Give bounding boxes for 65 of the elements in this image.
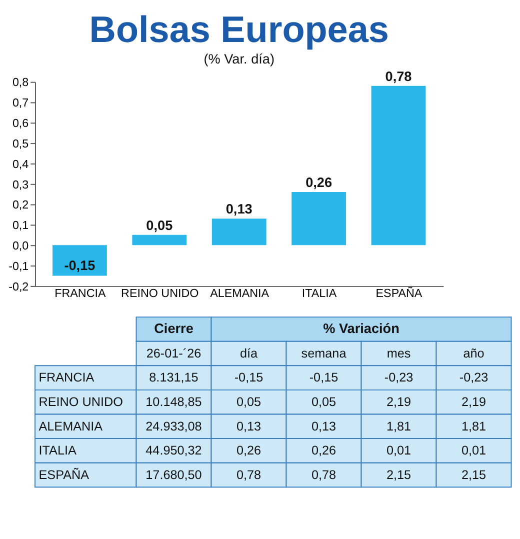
y-tick-label: 0,5 xyxy=(12,137,29,150)
y-tick-label: 0,0 xyxy=(12,240,30,252)
category-label: mes xyxy=(386,346,411,360)
text: 0,01 xyxy=(386,444,412,458)
text: 10.148,85 xyxy=(146,394,202,409)
text: 0,26 xyxy=(311,444,336,458)
text: 0,05 xyxy=(146,218,173,234)
text: 1,81 xyxy=(386,419,412,434)
text: 0,13 xyxy=(226,202,252,217)
bar xyxy=(371,86,426,246)
text: 2,19 xyxy=(386,394,412,409)
category-label: ESPAÑA xyxy=(38,468,90,482)
text: 2,15 xyxy=(386,468,412,482)
y-tick-label: 0,2 xyxy=(12,198,29,212)
bar xyxy=(292,192,346,246)
y-tick-label: -0,1 xyxy=(8,260,29,273)
category-label: REINO UNIDO xyxy=(38,394,123,409)
category-label: ALEMANIA xyxy=(38,419,103,434)
category-label: semana xyxy=(301,346,348,360)
x-tick-label: REINO UNIDO xyxy=(121,287,199,300)
text: -0,23 xyxy=(384,370,414,385)
y-tick-label: 0,6 xyxy=(12,117,29,130)
y-tick-label: 0,3 xyxy=(12,178,29,192)
text: % Variación xyxy=(323,321,400,336)
y-tick-label: 0,8 xyxy=(12,76,29,90)
category-label: 26-01-´26 xyxy=(146,346,202,360)
text: 0,05 xyxy=(311,394,336,409)
text: 0,26 xyxy=(236,444,262,458)
text: 0,13 xyxy=(311,419,336,434)
text: 0,78 xyxy=(385,69,412,84)
text: Cierre xyxy=(154,321,194,336)
text: 44.950,32 xyxy=(146,444,202,458)
text: 0,26 xyxy=(306,175,332,190)
x-tick-label: ITALIA xyxy=(302,287,337,300)
bar xyxy=(212,218,266,246)
category-label: año xyxy=(463,346,484,360)
chart-title: Bolsas Europeas xyxy=(89,9,389,50)
y-tick-label: 0,4 xyxy=(12,158,30,171)
text: -0,15 xyxy=(64,258,96,273)
category-label: FRANCIA xyxy=(38,370,94,385)
text: 24.933,08 xyxy=(146,419,202,434)
text: 0,01 xyxy=(461,444,486,458)
category-label: día xyxy=(240,346,258,360)
text: 2,19 xyxy=(461,394,486,409)
chart-subtitle: (% Var. día) xyxy=(204,52,274,67)
text: 0,05 xyxy=(236,394,262,409)
y-tick-label: 0,7 xyxy=(12,96,29,110)
y-tick-label: -0,2 xyxy=(8,280,29,294)
text: 2,15 xyxy=(461,468,486,482)
text: -0,15 xyxy=(234,370,264,385)
text: 1,81 xyxy=(461,419,486,434)
text: 0,78 xyxy=(311,468,336,482)
x-tick-label: ESPAÑA xyxy=(376,286,422,300)
text: 17.680,50 xyxy=(146,468,202,482)
text: -0,23 xyxy=(459,370,488,385)
x-tick-label: FRANCIA xyxy=(54,287,106,300)
text: 0,78 xyxy=(236,468,262,482)
text: 0,13 xyxy=(236,419,262,434)
bar xyxy=(52,245,107,276)
text: 8.131,15 xyxy=(149,370,198,385)
bar xyxy=(132,234,187,246)
text: -0,15 xyxy=(309,370,338,385)
category-label: ITALIA xyxy=(38,444,76,458)
y-tick-label: 0,1 xyxy=(12,219,29,232)
x-tick-label: ALEMANIA xyxy=(210,287,270,300)
